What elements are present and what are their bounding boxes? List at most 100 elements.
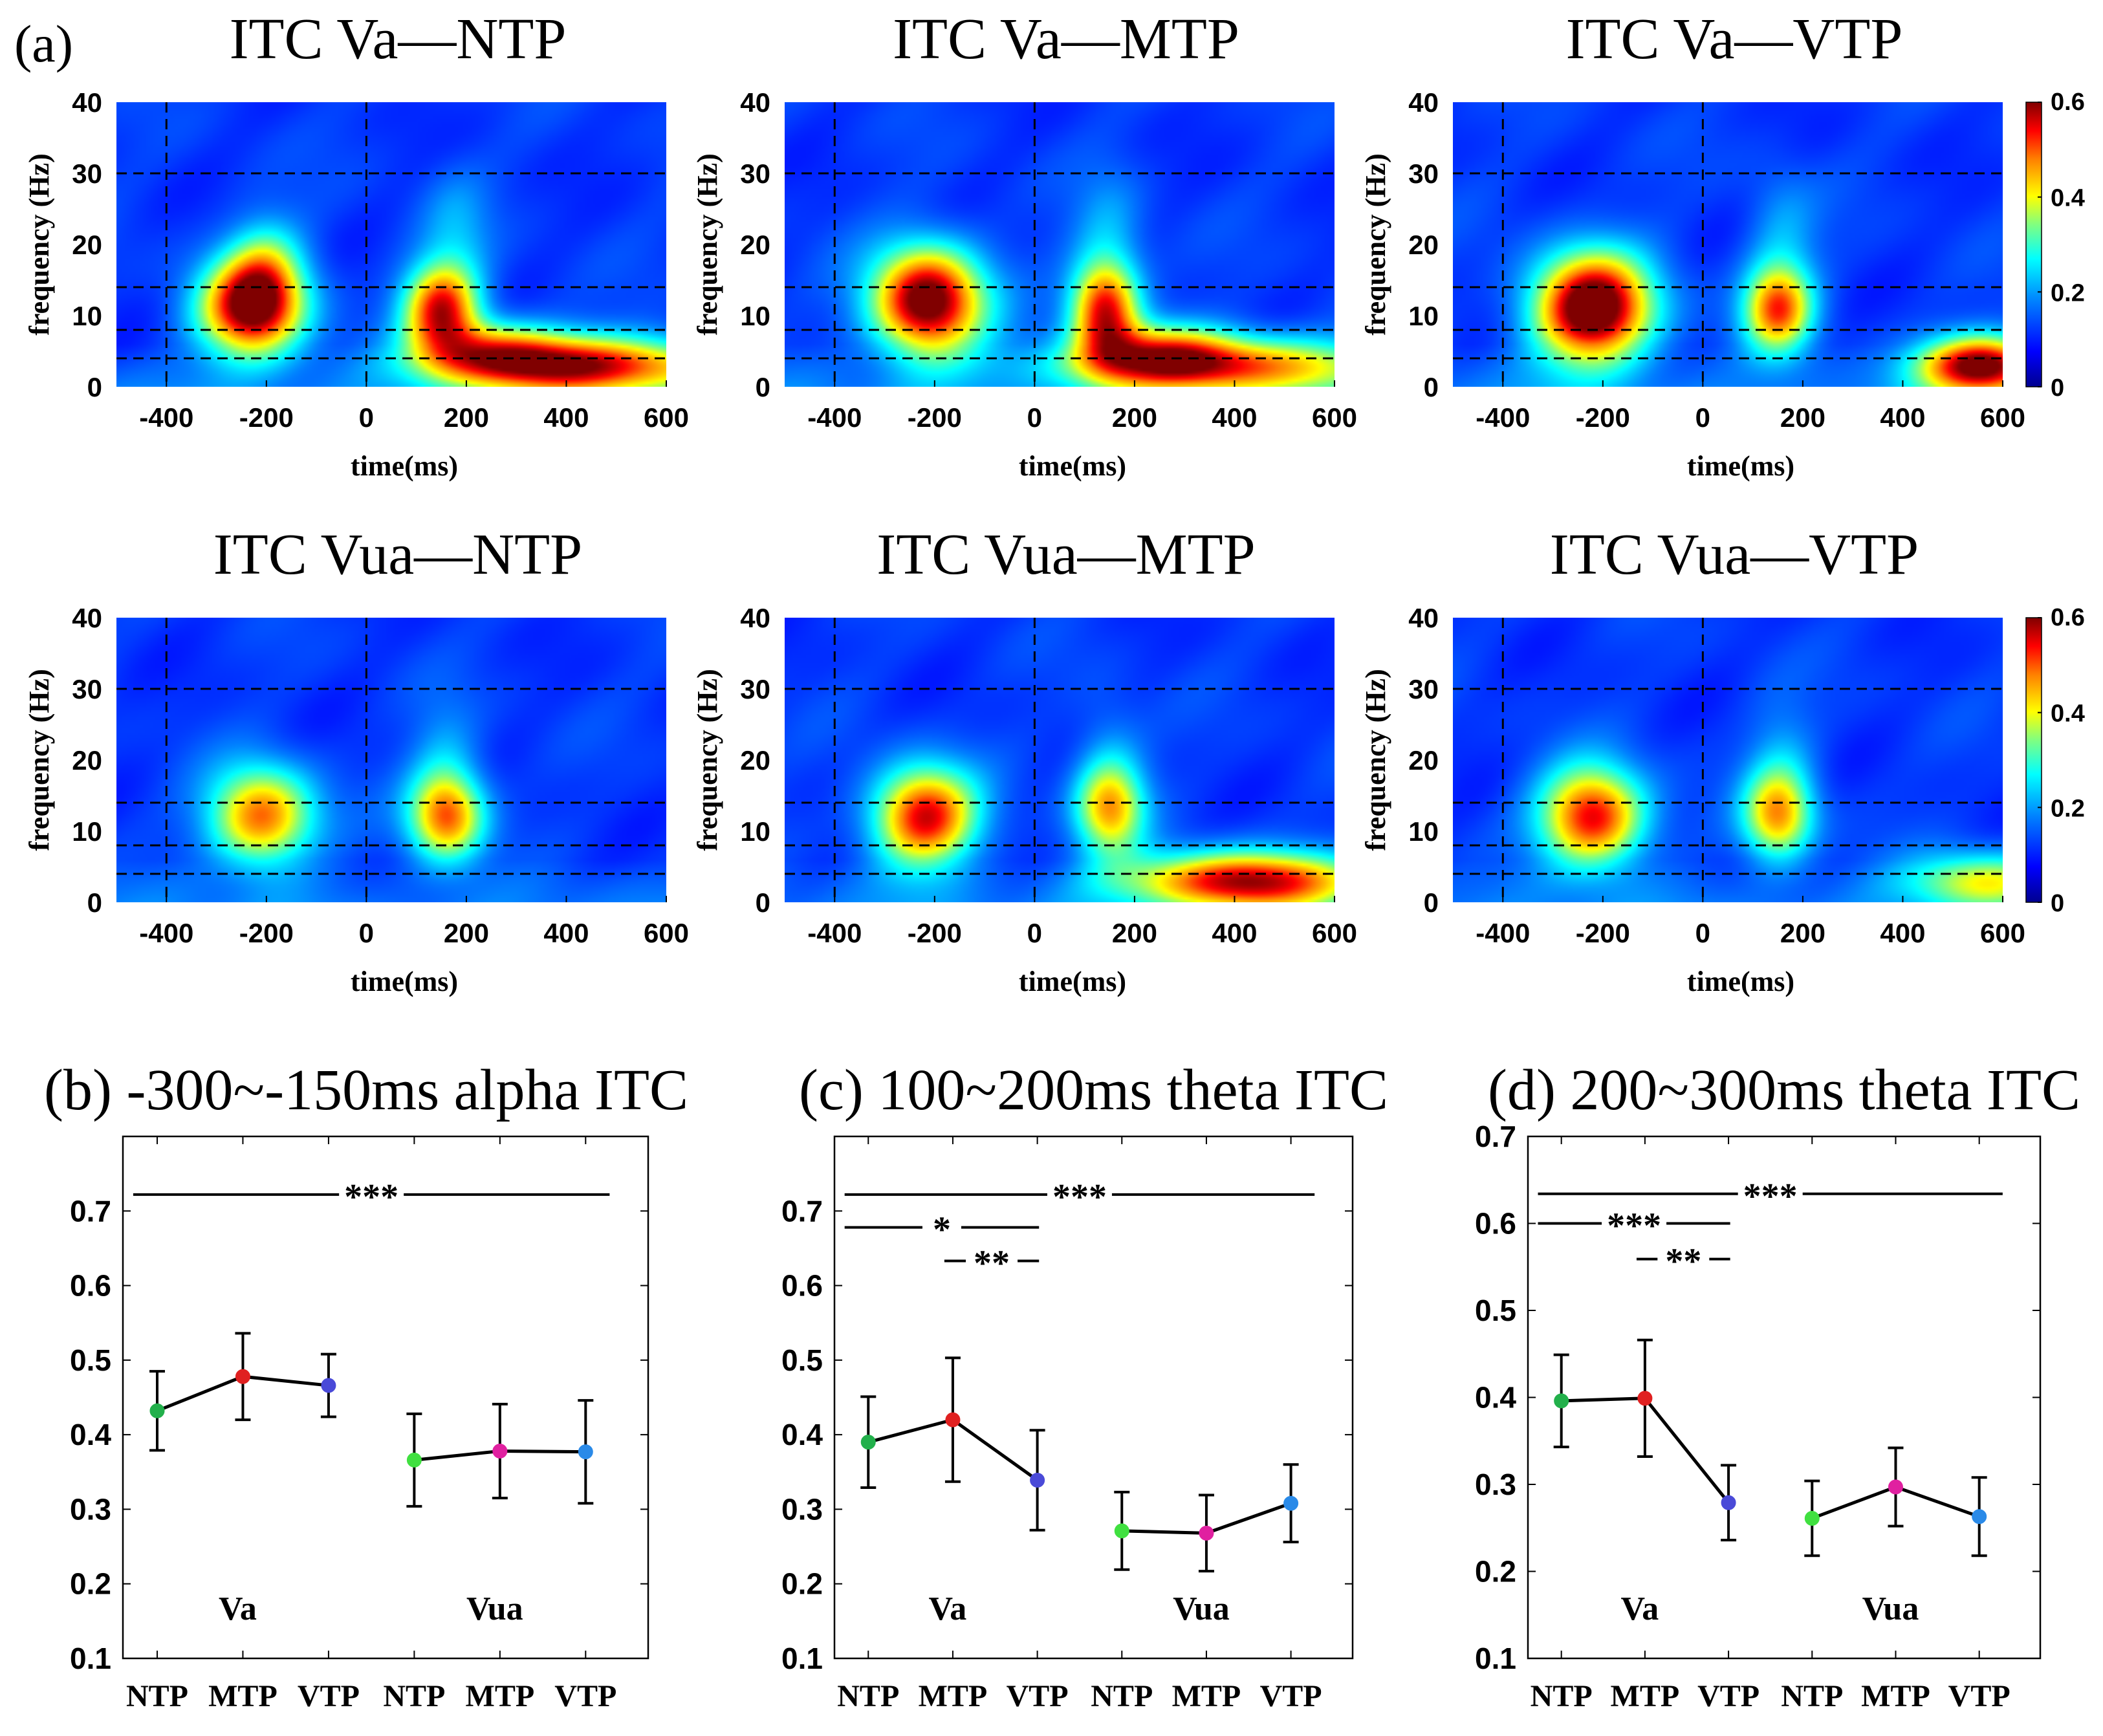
heatmap-panel-1: ITC Va—NTP -400 -200 0 200 400 600 0 10 20 30 40 tim… [23, 7, 689, 482]
y-tick-label: 0.7 [781, 1194, 823, 1228]
x-tick-label: 400 [543, 402, 589, 433]
x-tick-label: 0 [359, 402, 374, 433]
group-label: Vua [1173, 1590, 1230, 1627]
plot-frame [833, 1135, 1354, 1660]
x-tick-label: NTP [383, 1679, 445, 1713]
y-tick-label: 10 [1408, 301, 1439, 331]
x-tick-label: MTP [1172, 1679, 1241, 1713]
x-tick-label: -200 [908, 402, 962, 433]
heatmap-panel-2: ITC Va—MTP -400 -200 0 200 400 600 0 10 20 30 40 tim… [692, 7, 1357, 482]
y-tick-label: 0.4 [1475, 1381, 1516, 1415]
significance-marker: *** [1743, 1177, 1798, 1217]
x-tick-label: 600 [1980, 918, 2025, 948]
colorbar-tick-label: 0.4 [2051, 185, 2085, 212]
y-tick-label: 40 [740, 603, 770, 633]
heatmap-grid: ITC Va—NTP-400 -200 0 200 400 600010203040tim… [23, 7, 2025, 997]
significance-marker: * [933, 1210, 951, 1250]
data-point [1804, 1510, 1820, 1526]
heatmap-title: ITC Vua—NTP [213, 523, 582, 587]
data-point [149, 1403, 165, 1418]
y-tick-label: 30 [1408, 674, 1439, 704]
y-tick-label: 0.3 [70, 1492, 111, 1526]
group-label: Vua [1862, 1590, 1919, 1627]
heatmap-title: ITC Vua—MTP [877, 523, 1255, 587]
y-tick-label: 0.3 [1475, 1468, 1516, 1501]
colorbar-tick-label: 0.6 [2051, 89, 2085, 116]
data-point [1114, 1523, 1129, 1539]
y-tick-label: 40 [1408, 603, 1439, 633]
x-tick-label: NTP [1781, 1679, 1843, 1713]
y-tick-label: 0.1 [70, 1642, 111, 1675]
x-tick-label: MTP [1611, 1679, 1680, 1713]
x-tick-label: 600 [1980, 402, 2025, 433]
x-axis-label: time(ms) [1019, 966, 1126, 997]
x-tick-label: 600 [1312, 402, 1357, 433]
colorbar-tick-label: 0 [2051, 890, 2064, 917]
y-tick-label: 0.2 [781, 1567, 823, 1601]
data-point [1199, 1525, 1214, 1541]
y-tick-label: 20 [1408, 230, 1439, 260]
y-tick-label: 40 [740, 87, 770, 118]
x-tick-label: 200 [444, 918, 489, 948]
heatmap-panel-3: ITC Va—VTP -400 -200 0 200 400 600 0 10 20 30 40 tim… [1360, 7, 2025, 482]
x-tick-label: -400 [1476, 402, 1530, 433]
data-point [1972, 1509, 1987, 1524]
y-tick-label: 40 [72, 603, 102, 633]
x-axis-label: time(ms) [351, 966, 458, 997]
x-tick-label: 0 [359, 918, 374, 948]
y-tick-label: 0.7 [1475, 1120, 1516, 1153]
y-tick-label: 0.5 [70, 1343, 111, 1377]
data-point [1554, 1393, 1569, 1409]
x-tick-label: MTP [466, 1679, 535, 1713]
heatmap-image [785, 618, 1335, 902]
line-chart-title: (c) 100~200ms theta ITC [799, 1058, 1388, 1122]
x-tick-label: MTP [208, 1679, 278, 1713]
y-tick-label: 0.4 [70, 1418, 111, 1451]
heatmap-title: ITC Va—NTP [230, 7, 567, 71]
x-tick-label: 0 [1027, 918, 1042, 948]
x-tick-label: -200 [908, 918, 962, 948]
heatmap-panel-6: ITC Vua—VTP -400 -200 0 200 400 600 0 10 20 30 40 ti… [1360, 523, 2025, 997]
x-tick-label: VTP [1260, 1679, 1322, 1713]
plot-frame [122, 1135, 649, 1660]
y-axis-label: frequency (Hz) [23, 153, 55, 335]
y-tick-label: 10 [740, 816, 770, 847]
heatmap-title: ITC Vua—VTP [1550, 523, 1919, 587]
x-tick-label: 0 [1695, 918, 1710, 948]
x-tick-label: VTP [1007, 1679, 1069, 1713]
x-tick-label: MTP [919, 1679, 988, 1713]
x-tick-label: MTP [1861, 1679, 1930, 1713]
y-tick-label: 0.3 [781, 1492, 823, 1526]
y-tick-label: 0.6 [1475, 1207, 1516, 1241]
significance-marker: *** [344, 1177, 398, 1217]
x-tick-label: -200 [239, 918, 294, 948]
x-tick-label: 200 [444, 402, 489, 433]
x-tick-label: NTP [837, 1679, 899, 1713]
y-tick-label: 20 [72, 745, 102, 776]
x-axis-label: time(ms) [351, 450, 458, 482]
x-tick-label: -400 [1476, 918, 1530, 948]
x-tick-label: -400 [139, 918, 193, 948]
y-tick-label: 20 [1408, 745, 1439, 776]
line-chart-3: (d) 200~300ms theta ITC 0.1 0.2 0.3 0.4 0.5 0.… [1475, 1058, 2080, 1713]
y-tick-label: 30 [72, 674, 102, 704]
data-point [860, 1435, 876, 1450]
x-tick-label: 200 [1780, 918, 1825, 948]
colorbar-tick-label: 0.6 [2051, 604, 2085, 631]
y-tick-label: 30 [740, 674, 770, 704]
y-tick-label: 0 [87, 887, 102, 918]
colorbar-2: 0.6 0.4 0.2 0 [2025, 604, 2085, 917]
x-tick-label: 0 [1695, 402, 1710, 433]
x-tick-label: -200 [239, 402, 294, 433]
line-chart-title: (d) 200~300ms theta ITC [1488, 1058, 2080, 1122]
line-chart-1: (b) -300~-150ms alpha ITC 0.1 0.2 0.3 0.4 0.5… [44, 1058, 688, 1713]
y-tick-label: 0.2 [1475, 1555, 1516, 1589]
colorbar-tick-label: 0.4 [2051, 700, 2085, 728]
data-point [1637, 1391, 1653, 1406]
colorbar-tick-label: 0 [2051, 374, 2064, 402]
x-tick-label: 400 [543, 918, 589, 948]
x-tick-label: 400 [1880, 918, 1925, 948]
y-tick-label: 30 [740, 158, 770, 189]
y-tick-label: 0.1 [1475, 1642, 1516, 1675]
